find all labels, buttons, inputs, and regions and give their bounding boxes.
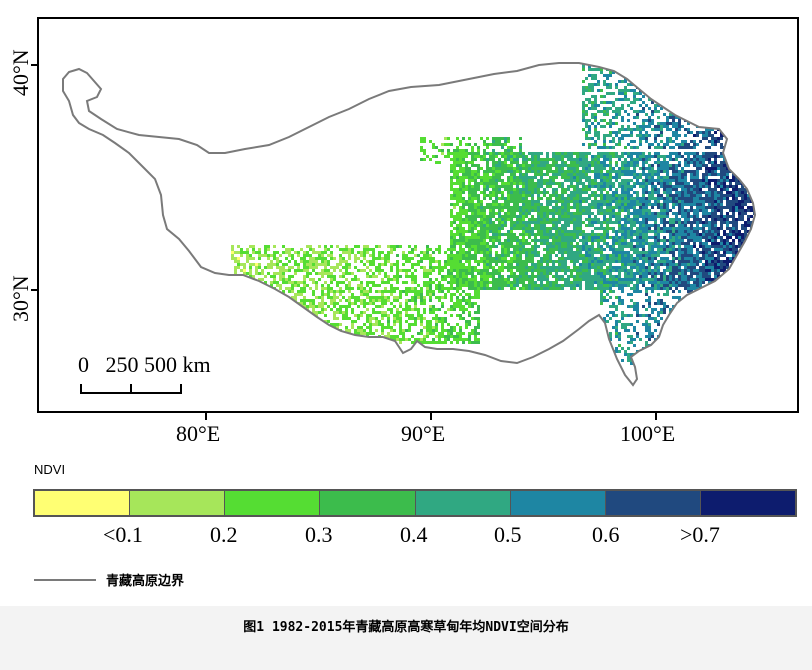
legend-swatch-7 — [700, 491, 795, 515]
lat-tick-30 — [31, 289, 37, 291]
legend-label-03: 0.3 — [305, 522, 333, 547]
legend-label-04: 0.4 — [400, 522, 428, 547]
legend-label-05: 0.5 — [494, 522, 522, 547]
legend-swatch-1 — [130, 491, 226, 515]
lon-tick-80 — [205, 413, 207, 420]
lat-label-40n: 40°N — [8, 49, 33, 96]
legend-swatch-3 — [320, 491, 416, 515]
lon-label-100e: 100°E — [620, 421, 676, 446]
boundary-legend-label: 青藏高原边界 — [106, 574, 185, 589]
lon-label-80e: 80°E — [176, 421, 221, 446]
legend-title: NDVI — [34, 462, 66, 477]
scale-bar: 0 250 500 km — [78, 352, 238, 402]
legend-swatch-5 — [510, 491, 606, 515]
map-frame — [37, 17, 799, 413]
scale-bar-text: 0 250 500 km — [78, 352, 211, 377]
lat-tick-40 — [31, 64, 37, 66]
lon-tick-90 — [430, 413, 432, 420]
lat-label-30n: 30°N — [8, 275, 33, 322]
legend-swatch-0 — [35, 491, 131, 515]
scale-tick-250 — [130, 384, 132, 394]
ndvi-color-bar — [33, 489, 797, 517]
legend-label-06: 0.6 — [592, 522, 620, 547]
lon-label-90e: 90°E — [401, 421, 446, 446]
plateau-boundary — [62, 62, 757, 387]
legend-swatch-4 — [415, 491, 511, 515]
legend-label-02: 0.2 — [210, 522, 238, 547]
lon-tick-100 — [655, 413, 657, 420]
scale-tick-0 — [80, 384, 82, 394]
scale-tick-500 — [180, 384, 182, 394]
caption-background — [0, 606, 812, 670]
legend-label-lt01: <0.1 — [103, 522, 143, 547]
legend-swatch-2 — [225, 491, 321, 515]
figure-caption: 图1 1982-2015年青藏高原高寒草甸年均NDVI空间分布 — [243, 620, 569, 635]
legend-label-gt07: >0.7 — [680, 522, 720, 547]
ndvi-raster-layer — [231, 63, 755, 365]
plateau-map — [62, 62, 757, 387]
boundary-legend: 青藏高原边界 — [34, 570, 184, 589]
legend-swatch-6 — [605, 491, 701, 515]
boundary-legend-line — [34, 578, 96, 581]
